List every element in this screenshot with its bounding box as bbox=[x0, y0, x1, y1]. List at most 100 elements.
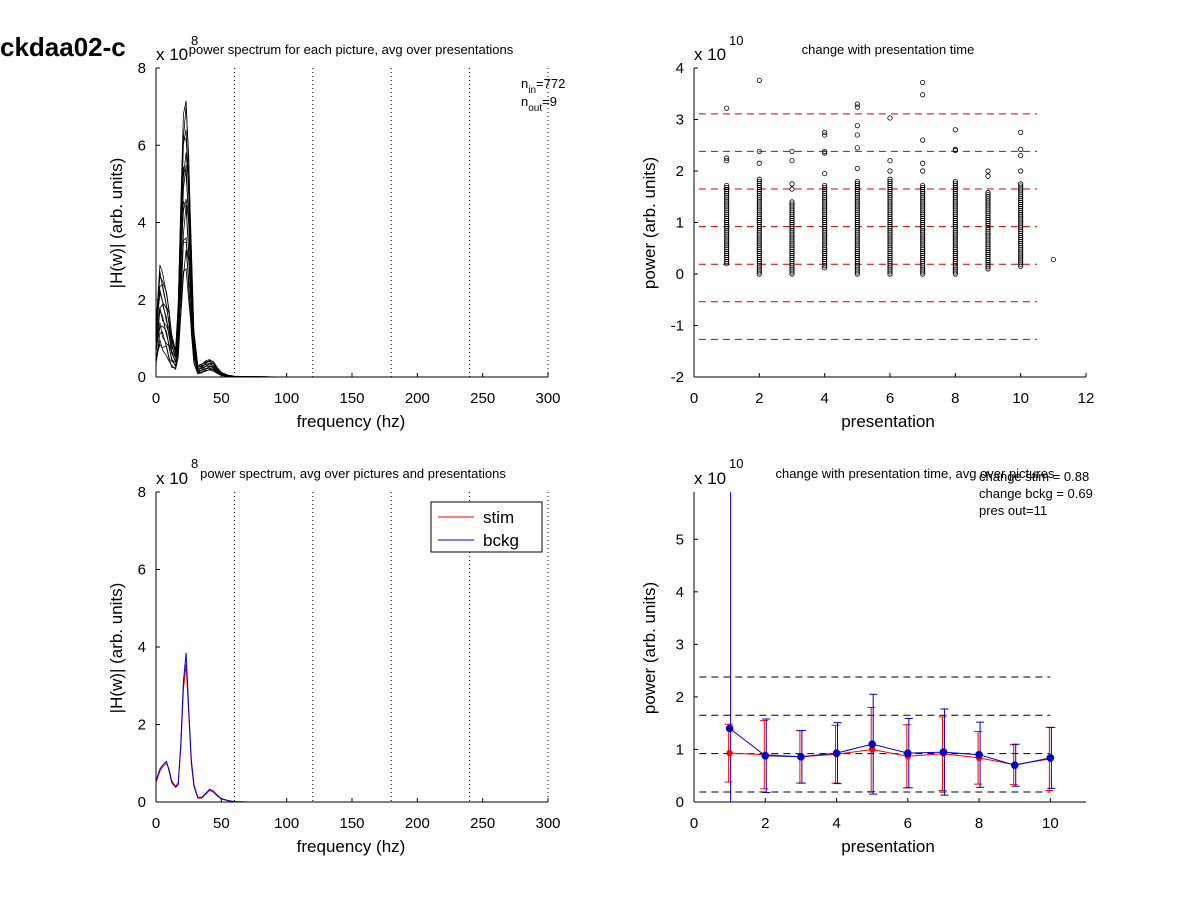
marker-bckg bbox=[975, 750, 983, 759]
annotation-pres-out: pres out=11 bbox=[979, 503, 1047, 518]
plot-area: 0 2 4 6 8 10 0 1 2 3 4 5 bbox=[676, 492, 1086, 832]
x-tick-label: 300 bbox=[535, 390, 560, 407]
legend-box bbox=[430, 501, 543, 553]
outlier-point bbox=[854, 101, 860, 107]
spectrum-trace bbox=[155, 201, 548, 378]
x-axis-label: frequency (hz) bbox=[297, 837, 406, 856]
data-point bbox=[985, 190, 991, 196]
outlier-point bbox=[920, 79, 926, 86]
data-point bbox=[756, 176, 762, 182]
data-point bbox=[756, 178, 762, 184]
x-tick-label: 100 bbox=[274, 815, 299, 832]
x-tick-label: 300 bbox=[535, 815, 560, 832]
x-tick-label: 100 bbox=[274, 390, 299, 407]
marker-bckg bbox=[939, 748, 948, 756]
x-tick-label: 200 bbox=[405, 815, 430, 832]
x-tick-label: 0 bbox=[690, 815, 698, 832]
outlier-point bbox=[985, 173, 991, 179]
outlier-point bbox=[822, 129, 828, 135]
data-point bbox=[854, 178, 860, 184]
annotation-change-bckg: change bckg = 0.69 bbox=[979, 486, 1093, 501]
x-tick-label: 8 bbox=[951, 390, 959, 407]
data-point bbox=[952, 178, 958, 184]
y-tick-label: 0 bbox=[138, 369, 146, 386]
outlier-point bbox=[1018, 129, 1024, 135]
spectrum-trace bbox=[155, 237, 548, 378]
plot-area: 0 50 100 150 200 250 300 0 2 4 6 8 bbox=[138, 484, 561, 832]
x-tick-label: 0 bbox=[152, 390, 160, 407]
series-line-stim bbox=[729, 748, 1051, 766]
outlier-point bbox=[854, 132, 860, 138]
y-tick-label: 3 bbox=[676, 112, 684, 129]
annotation-change-stim: change stim = 0.88 bbox=[979, 469, 1089, 484]
data-point bbox=[854, 180, 860, 186]
outlier-point bbox=[756, 160, 762, 166]
y-tick-label: 0 bbox=[676, 794, 684, 811]
x-tick-label: 12 bbox=[1078, 390, 1095, 407]
y-axis-label: |H(w)| (arb. units) bbox=[107, 158, 126, 289]
data-point bbox=[920, 184, 926, 191]
y-tick-label: 8 bbox=[138, 484, 146, 501]
data-point bbox=[1018, 181, 1024, 187]
outlier-point bbox=[756, 148, 762, 155]
x-axis-label: frequency (hz) bbox=[297, 412, 406, 431]
y-tick-label: 4 bbox=[676, 584, 684, 601]
outlier-point bbox=[952, 146, 958, 152]
data-point bbox=[887, 178, 893, 184]
outlier-point bbox=[854, 123, 860, 129]
outlier-point bbox=[1018, 146, 1024, 152]
y-tick-label: 8 bbox=[138, 60, 146, 77]
outlier-point bbox=[920, 92, 926, 98]
y-tick-label: -2 bbox=[671, 369, 684, 386]
y-axis-exponent-power: 10 bbox=[729, 33, 743, 48]
x-tick-label: 8 bbox=[975, 815, 983, 832]
x-tick-label: 250 bbox=[470, 390, 495, 407]
outlier-point bbox=[822, 148, 828, 155]
outlier-point bbox=[1018, 168, 1024, 174]
y-tick-label: 2 bbox=[138, 717, 146, 734]
spectrum-trace bbox=[155, 166, 548, 378]
outlier-point bbox=[952, 127, 958, 133]
figure-title: ckdaa02-c bbox=[0, 32, 126, 62]
data-point bbox=[920, 182, 926, 189]
x-tick-label: 50 bbox=[213, 815, 230, 832]
spectrum-trace bbox=[155, 250, 548, 378]
marker-bckg bbox=[761, 751, 770, 760]
x-axis-label: presentation bbox=[841, 412, 935, 431]
outlier-point bbox=[822, 170, 828, 177]
x-tick-label: 250 bbox=[470, 815, 495, 832]
y-axis-exponent-base: x 10 bbox=[694, 45, 726, 64]
panel-title: change with presentation time, avg over … bbox=[776, 466, 1055, 481]
y-tick-label: 0 bbox=[676, 266, 684, 283]
x-tick-label: 150 bbox=[339, 815, 364, 832]
data-point bbox=[789, 199, 795, 205]
marker-bckg bbox=[725, 724, 734, 733]
data-point bbox=[1050, 256, 1056, 263]
outlier-point bbox=[1018, 152, 1024, 159]
legend-label-bckg: bckg bbox=[483, 531, 519, 550]
count-annotation: nin=772 nout=9 bbox=[521, 76, 565, 114]
data-point bbox=[822, 182, 828, 189]
data-point bbox=[985, 192, 991, 198]
y-tick-label: 4 bbox=[138, 639, 146, 656]
outlier-point bbox=[887, 158, 893, 164]
spectrum-trace bbox=[155, 100, 548, 378]
spectrum-trace bbox=[155, 135, 548, 378]
y-tick-label: 4 bbox=[138, 215, 146, 232]
n-out-subscript: out bbox=[528, 103, 542, 114]
x-tick-label: 4 bbox=[832, 815, 840, 832]
outlier-point bbox=[789, 181, 795, 187]
marker-stim bbox=[868, 746, 876, 753]
y-tick-label: -1 bbox=[671, 318, 684, 335]
x-tick-label: 0 bbox=[152, 815, 160, 832]
y-tick-label: 1 bbox=[676, 741, 684, 758]
x-tick-label: 10 bbox=[1012, 390, 1029, 407]
n-in-label: n bbox=[521, 76, 528, 91]
marker-bckg bbox=[904, 749, 912, 757]
data-point bbox=[1018, 183, 1024, 189]
x-tick-label: 2 bbox=[761, 815, 769, 832]
outlier-point bbox=[854, 145, 860, 151]
y-tick-label: 5 bbox=[676, 531, 684, 548]
x-tick-label: 2 bbox=[755, 390, 763, 407]
data-point bbox=[952, 180, 958, 186]
